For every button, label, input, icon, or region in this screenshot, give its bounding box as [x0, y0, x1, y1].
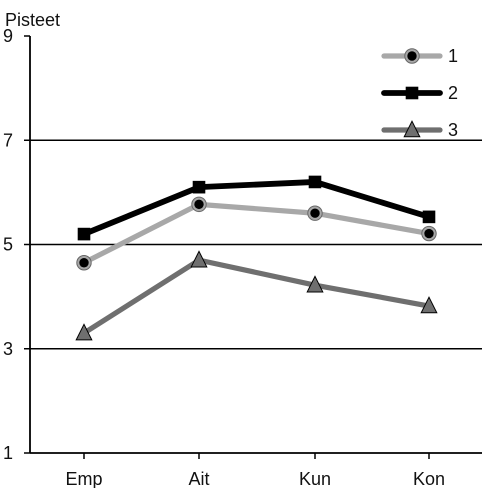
- legend: 1 2 3: [381, 46, 458, 140]
- series-3-point-1: [190, 250, 208, 268]
- legend-label-2: 2: [448, 83, 458, 103]
- legend-label-1: 1: [448, 46, 458, 66]
- y-tick-label-2: 5: [3, 235, 13, 255]
- legend-marker-1: [404, 48, 420, 64]
- tick-labels: 1 3 5 7 9 Emp Ait Kun Kon: [3, 26, 445, 488]
- series-layer: [75, 175, 438, 341]
- legend-marker-1-inner: [407, 51, 417, 61]
- series-3-point-0-shape: [75, 323, 93, 341]
- series-2-point-2: [308, 175, 322, 189]
- legend-item-3: 3: [381, 120, 458, 140]
- x-tick-label-2: Kun: [299, 469, 331, 488]
- series-1-point-0-inner: [79, 258, 89, 268]
- y-axis-label: Pisteet: [5, 10, 60, 30]
- series-3-point-3-shape: [420, 296, 438, 314]
- series-3-point-2-shape: [306, 275, 324, 293]
- y-tick-label-4: 9: [3, 26, 13, 46]
- series-1-point-1-inner: [194, 199, 204, 210]
- series-3-point-1-shape: [190, 250, 208, 268]
- x-tick-label-1: Ait: [188, 469, 209, 488]
- legend-item-1: 1: [381, 46, 458, 66]
- series-3-point-3: [420, 296, 438, 314]
- series-3-point-0: [75, 323, 93, 341]
- series-line-2: [81, 179, 432, 237]
- legend-item-2: 2: [381, 83, 458, 103]
- series-1-point-2: [307, 205, 323, 221]
- series-2-point-3: [422, 210, 436, 224]
- series-2-point-0: [77, 227, 91, 241]
- x-tick-label-0: Emp: [65, 469, 102, 488]
- series-1-point-3: [421, 225, 437, 242]
- series-line-3: [81, 257, 432, 336]
- series-1-point-2-inner: [310, 208, 320, 218]
- series-1-point-3-inner: [424, 228, 434, 239]
- axes: [24, 35, 482, 459]
- y-tick-label-1: 3: [3, 339, 13, 359]
- series-1-point-1: [191, 196, 207, 213]
- y-tick-label-0: 1: [3, 443, 13, 463]
- series-2-point-1: [192, 180, 206, 194]
- legend-marker-3: [403, 120, 421, 138]
- series-1-point-0: [76, 255, 92, 271]
- series-line-1: [81, 201, 432, 266]
- series-3-point-2: [306, 275, 324, 293]
- grid-lines: [30, 139, 482, 350]
- legend-marker-2: [405, 86, 419, 100]
- legend-label-3: 3: [448, 120, 458, 140]
- legend-marker-3-shape: [403, 120, 421, 138]
- x-tick-label-3: Kon: [413, 469, 445, 488]
- y-tick-label-3: 7: [3, 130, 13, 150]
